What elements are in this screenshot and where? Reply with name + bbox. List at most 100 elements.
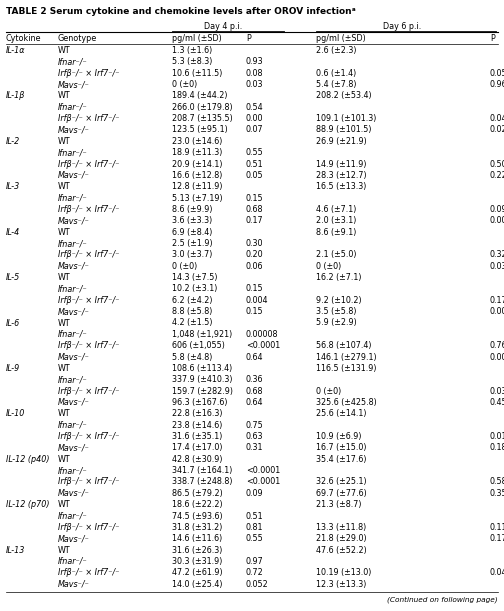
Text: 4.2 (±1.5): 4.2 (±1.5) xyxy=(172,318,213,327)
Text: 606 (±1,055): 606 (±1,055) xyxy=(172,341,225,350)
Text: 0.052: 0.052 xyxy=(246,580,269,588)
Text: Ifnar⁻/⁻: Ifnar⁻/⁻ xyxy=(58,103,88,112)
Text: 0.0002: 0.0002 xyxy=(490,353,504,362)
Text: IL-2: IL-2 xyxy=(6,137,20,146)
Text: 31.6 (±35.1): 31.6 (±35.1) xyxy=(172,432,222,441)
Text: 8.6 (±9.1): 8.6 (±9.1) xyxy=(316,228,356,236)
Text: 0.30: 0.30 xyxy=(246,239,264,248)
Text: 0.04: 0.04 xyxy=(490,114,504,123)
Text: 0.35: 0.35 xyxy=(490,489,504,498)
Text: 116.5 (±131.9): 116.5 (±131.9) xyxy=(316,364,376,373)
Text: 88.9 (±101.5): 88.9 (±101.5) xyxy=(316,125,371,134)
Text: 0.36: 0.36 xyxy=(246,375,264,384)
Text: Mavs⁻/⁻: Mavs⁻/⁻ xyxy=(58,580,90,588)
Text: 0.15: 0.15 xyxy=(246,307,264,316)
Text: WT: WT xyxy=(58,364,71,373)
Text: Ifnar⁻/⁻: Ifnar⁻/⁻ xyxy=(58,148,88,157)
Text: 3.5 (±5.8): 3.5 (±5.8) xyxy=(316,307,356,316)
Text: 0.11: 0.11 xyxy=(490,523,504,532)
Text: 8.6 (±9.9): 8.6 (±9.9) xyxy=(172,205,213,214)
Text: Day 6 p.i.: Day 6 p.i. xyxy=(383,22,421,31)
Text: Irfβ⁻/⁻ × Irf7⁻/⁻: Irfβ⁻/⁻ × Irf7⁻/⁻ xyxy=(58,387,119,396)
Text: Mavs⁻/⁻: Mavs⁻/⁻ xyxy=(58,398,90,407)
Text: Ifnar⁻/⁻: Ifnar⁻/⁻ xyxy=(58,375,88,384)
Text: TABLE 2 Serum cytokine and chemokine levels after OROV infectionᵃ: TABLE 2 Serum cytokine and chemokine lev… xyxy=(6,7,356,16)
Text: Irfβ⁻/⁻ × Irf7⁻/⁻: Irfβ⁻/⁻ × Irf7⁻/⁻ xyxy=(58,114,119,123)
Text: Day 4 p.i.: Day 4 p.i. xyxy=(204,22,242,31)
Text: 123.5 (±95.1): 123.5 (±95.1) xyxy=(172,125,228,134)
Text: 96.3 (±167.6): 96.3 (±167.6) xyxy=(172,398,227,407)
Text: 35.4 (±17.6): 35.4 (±17.6) xyxy=(316,455,366,464)
Text: Mavs⁻/⁻: Mavs⁻/⁻ xyxy=(58,489,90,498)
Text: 74.5 (±93.6): 74.5 (±93.6) xyxy=(172,511,223,521)
Text: 0 (±0): 0 (±0) xyxy=(172,262,197,271)
Text: 32.6 (±25.1): 32.6 (±25.1) xyxy=(316,477,366,486)
Text: 189.4 (±44.2): 189.4 (±44.2) xyxy=(172,92,227,100)
Text: Genotype: Genotype xyxy=(58,34,97,43)
Text: IL-13: IL-13 xyxy=(6,546,25,555)
Text: 0.06: 0.06 xyxy=(246,262,264,271)
Text: 14.6 (±11.6): 14.6 (±11.6) xyxy=(172,534,222,543)
Text: Mavs⁻/⁻: Mavs⁻/⁻ xyxy=(58,216,90,225)
Text: IL-6: IL-6 xyxy=(6,318,20,327)
Text: Irfβ⁻/⁻ × Irf7⁻/⁻: Irfβ⁻/⁻ × Irf7⁻/⁻ xyxy=(58,205,119,214)
Text: 0.002: 0.002 xyxy=(490,307,504,316)
Text: 0.45: 0.45 xyxy=(490,398,504,407)
Text: IL-12 (p70): IL-12 (p70) xyxy=(6,500,49,509)
Text: 0.008: 0.008 xyxy=(490,216,504,225)
Text: 0.55: 0.55 xyxy=(246,534,264,543)
Text: 9.2 (±10.2): 9.2 (±10.2) xyxy=(316,296,362,305)
Text: IL-9: IL-9 xyxy=(6,364,20,373)
Text: 2.5 (±1.9): 2.5 (±1.9) xyxy=(172,239,213,248)
Text: WT: WT xyxy=(58,500,71,509)
Text: 5.3 (±8.3): 5.3 (±8.3) xyxy=(172,57,212,67)
Text: <0.0001: <0.0001 xyxy=(246,466,280,475)
Text: 31.6 (±26.3): 31.6 (±26.3) xyxy=(172,546,222,555)
Text: 0.63: 0.63 xyxy=(246,432,264,441)
Text: 0.05: 0.05 xyxy=(490,68,504,78)
Text: 4.6 (±7.1): 4.6 (±7.1) xyxy=(316,205,356,214)
Text: 16.6 (±12.8): 16.6 (±12.8) xyxy=(172,171,222,180)
Text: 0.51: 0.51 xyxy=(246,511,264,521)
Text: pg/ml (±SD): pg/ml (±SD) xyxy=(316,34,366,43)
Text: 338.7 (±248.8): 338.7 (±248.8) xyxy=(172,477,232,486)
Text: <0.0001: <0.0001 xyxy=(246,477,280,486)
Text: 0.03: 0.03 xyxy=(246,80,264,89)
Text: IL-1β: IL-1β xyxy=(6,92,25,100)
Text: Cytokine: Cytokine xyxy=(6,34,41,43)
Text: 337.9 (±410.3): 337.9 (±410.3) xyxy=(172,375,232,384)
Text: Irfβ⁻/⁻ × Irf7⁻/⁻: Irfβ⁻/⁻ × Irf7⁻/⁻ xyxy=(58,296,119,305)
Text: 56.8 (±107.4): 56.8 (±107.4) xyxy=(316,341,371,350)
Text: Ifnar⁻/⁻: Ifnar⁻/⁻ xyxy=(58,285,88,293)
Text: 2.6 (±2.3): 2.6 (±2.3) xyxy=(316,46,356,55)
Text: Mavs⁻/⁻: Mavs⁻/⁻ xyxy=(58,262,90,271)
Text: Ifnar⁻/⁻: Ifnar⁻/⁻ xyxy=(58,239,88,248)
Text: 14.3 (±7.5): 14.3 (±7.5) xyxy=(172,273,218,282)
Text: 23.0 (±14.6): 23.0 (±14.6) xyxy=(172,137,222,146)
Text: Ifnar⁻/⁻: Ifnar⁻/⁻ xyxy=(58,557,88,566)
Text: IL-3: IL-3 xyxy=(6,182,20,191)
Text: 0.6 (±1.4): 0.6 (±1.4) xyxy=(316,68,356,78)
Text: Ifnar⁻/⁻: Ifnar⁻/⁻ xyxy=(58,466,88,475)
Text: 0.54: 0.54 xyxy=(246,103,264,112)
Text: WT: WT xyxy=(58,182,71,191)
Text: 0.08: 0.08 xyxy=(246,68,264,78)
Text: 5.13 (±7.19): 5.13 (±7.19) xyxy=(172,194,223,203)
Text: P: P xyxy=(490,34,495,43)
Text: 31.8 (±31.2): 31.8 (±31.2) xyxy=(172,523,222,532)
Text: WT: WT xyxy=(58,455,71,464)
Text: Irfβ⁻/⁻ × Irf7⁻/⁻: Irfβ⁻/⁻ × Irf7⁻/⁻ xyxy=(58,568,119,577)
Text: Ifnar⁻/⁻: Ifnar⁻/⁻ xyxy=(58,57,88,67)
Text: 0 (±0): 0 (±0) xyxy=(316,387,341,396)
Text: 6.9 (±8.4): 6.9 (±8.4) xyxy=(172,228,212,236)
Text: 10.9 (±6.9): 10.9 (±6.9) xyxy=(316,432,361,441)
Text: 25.6 (±14.1): 25.6 (±14.1) xyxy=(316,409,366,419)
Text: WT: WT xyxy=(58,92,71,100)
Text: 0.17: 0.17 xyxy=(246,216,264,225)
Text: 0.81: 0.81 xyxy=(246,523,264,532)
Text: 47.2 (±61.9): 47.2 (±61.9) xyxy=(172,568,223,577)
Text: 12.8 (±11.9): 12.8 (±11.9) xyxy=(172,182,222,191)
Text: 0.50: 0.50 xyxy=(490,159,504,169)
Text: WT: WT xyxy=(58,137,71,146)
Text: 14.9 (±11.9): 14.9 (±11.9) xyxy=(316,159,366,169)
